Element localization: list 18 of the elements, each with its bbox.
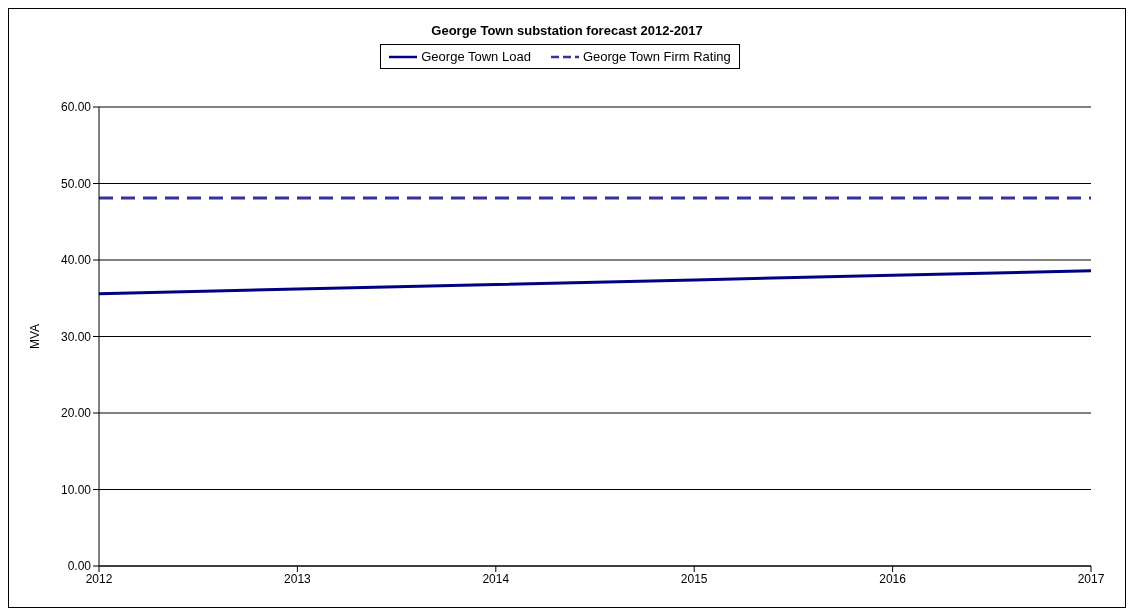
y-tick-label: 30.00: [60, 329, 92, 344]
chart-title: George Town substation forecast 2012-2017: [430, 22, 704, 38]
y-tick-label: 40.00: [60, 253, 92, 268]
x-tick-label: 2012: [85, 571, 113, 586]
x-tick-label: 2017: [1077, 571, 1105, 586]
y-tick-label: 10.00: [60, 482, 92, 497]
y-tick-label: 20.00: [60, 406, 92, 421]
legend-label: George Town Firm Rating: [581, 49, 731, 64]
y-axis-title: MVA: [28, 323, 43, 350]
line-series: [97, 269, 1093, 296]
x-tick-label: 2014: [482, 571, 510, 586]
y-tick-label: 60.00: [60, 100, 92, 115]
legend-label: George Town Load: [420, 49, 531, 64]
y-tick-label: 50.00: [60, 176, 92, 191]
x-tick-label: 2016: [879, 571, 907, 586]
x-tick-label: 2015: [680, 571, 708, 586]
x-tick-label: 2013: [284, 571, 312, 586]
y-tick-label: 0.00: [67, 559, 92, 574]
